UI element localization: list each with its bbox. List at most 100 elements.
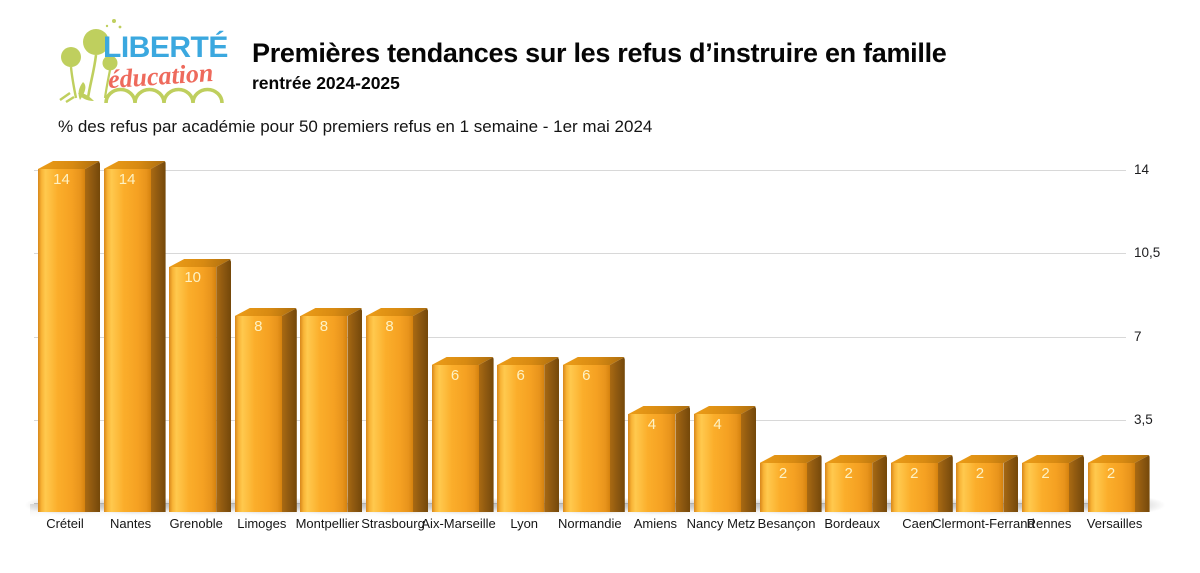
- bar-front-face: [1087, 463, 1135, 512]
- bar-top-face: [694, 406, 756, 414]
- bar-top-face: [1022, 455, 1084, 463]
- gridline: [34, 170, 1126, 171]
- bar-front-face: [234, 316, 282, 512]
- bar-top-face: [628, 406, 691, 414]
- bar-side-face: [741, 406, 756, 512]
- bar-top-face: [38, 161, 100, 169]
- x-axis-label: Clermont-Ferrand: [932, 516, 1035, 531]
- page-subtitle: rentrée 2024-2025: [252, 73, 400, 94]
- bar-front-face: [956, 463, 1004, 512]
- bar-front-face: [38, 169, 85, 512]
- bar-side-face: [281, 308, 297, 512]
- y-axis-label: 14: [1134, 162, 1150, 177]
- gridline: [34, 336, 1126, 338]
- x-axis-label: Créteil: [46, 516, 84, 531]
- x-axis-label: Bordeaux: [824, 516, 881, 531]
- bar: 14: [38, 161, 100, 512]
- bar-top-face: [562, 357, 625, 365]
- bar-value-label: 14: [118, 171, 136, 188]
- scallop-arches-icon: [104, 87, 224, 104]
- bar-side-face: [150, 161, 166, 512]
- bar: 2: [956, 455, 1019, 512]
- bar-side-face: [937, 455, 953, 512]
- bar: 4: [694, 406, 756, 512]
- bar-side-face: [1003, 455, 1019, 512]
- bar-value-label: 14: [53, 171, 70, 188]
- bar-value-label: 6: [450, 367, 460, 384]
- x-axis-label: Versailles: [1086, 516, 1143, 531]
- x-axis-label: Grenoble: [169, 516, 223, 531]
- bar-front-face: [562, 365, 610, 512]
- bar-value-label: 2: [1041, 465, 1050, 482]
- bar-side-face: [1134, 455, 1150, 512]
- bar: 2: [1087, 455, 1150, 512]
- y-axis-label: 10,5: [1134, 245, 1161, 261]
- x-axis-label: Normandie: [558, 516, 622, 531]
- x-axis-label: Nancy Metz: [686, 516, 756, 531]
- bar-value-label: 2: [844, 465, 853, 482]
- dandelion-icon: [59, 19, 122, 104]
- bar-top-face: [366, 308, 428, 316]
- bar-top-face: [825, 455, 888, 463]
- bar-front-face: [366, 316, 413, 512]
- bar-front-face: [1022, 463, 1069, 512]
- bar-value-label: 8: [385, 318, 394, 335]
- bar: 10: [169, 259, 232, 512]
- bar-top-face: [300, 308, 363, 316]
- x-axis-label: Besançon: [757, 516, 816, 531]
- bar-side-face: [806, 455, 822, 512]
- x-axis-label: Nantes: [109, 516, 152, 531]
- bar-front-face: [628, 414, 676, 512]
- liberte-education-logo: LIBERTÉ éducation: [59, 19, 228, 104]
- bar-side-face: [347, 308, 363, 512]
- y-axis-label: 3,5: [1134, 411, 1153, 427]
- bar-value-label: 4: [647, 416, 657, 433]
- logo-word-liberte: LIBERTÉ: [103, 30, 228, 64]
- bar-top-face: [890, 455, 953, 463]
- x-axis-label: Limoges: [237, 516, 287, 531]
- bar-value-label: 2: [778, 465, 788, 482]
- bar-value-label: 8: [254, 318, 263, 335]
- bar-front-face: [759, 463, 807, 512]
- y-axis-label: 7: [1134, 328, 1142, 344]
- bar: 4: [628, 406, 691, 512]
- bar: 2: [825, 455, 888, 512]
- bar-value-label: 4: [713, 416, 722, 433]
- bar-side-face: [413, 308, 428, 512]
- bar-top-face: [431, 357, 494, 365]
- bar-front-face: [103, 169, 151, 512]
- page-title: Premières tendances sur les refus d’inst…: [252, 38, 947, 68]
- bar-top-face: [497, 357, 560, 365]
- bar-side-face: [1069, 455, 1084, 512]
- bar: 6: [562, 357, 625, 512]
- bar-top-face: [759, 455, 822, 463]
- bar: 8: [366, 308, 428, 512]
- x-axis-label: Strasbourg: [361, 516, 425, 531]
- bar-value-label: 8: [319, 318, 329, 335]
- bar-side-face: [85, 161, 100, 512]
- bar-front-face: [890, 463, 938, 512]
- x-axis-label: Lyon: [510, 516, 539, 531]
- bar-value-label: 10: [184, 269, 202, 286]
- x-axis-label: Aix-Marseille: [421, 516, 496, 531]
- bar-top-face: [169, 259, 232, 267]
- bar-side-face: [872, 455, 888, 512]
- chart-caption: % des refus par académie pour 50 premier…: [58, 117, 653, 136]
- x-axis-label: Rennes: [1026, 516, 1072, 531]
- bar-front-face: [300, 316, 348, 512]
- x-axis-label: Montpellier: [295, 516, 360, 531]
- bar: 2: [890, 455, 953, 512]
- bar-top-face: [1087, 455, 1150, 463]
- x-axis-label: Caen: [902, 516, 934, 531]
- bar-side-face: [609, 357, 625, 512]
- bar-side-face: [675, 406, 691, 512]
- bar-value-label: 2: [910, 465, 919, 482]
- gridline: [34, 253, 1126, 255]
- bar-value-label: 6: [582, 367, 591, 384]
- bar-front-face: [694, 414, 741, 512]
- bar-front-face: [497, 365, 545, 512]
- bar-front-face: [431, 365, 479, 512]
- bar-front-face: [825, 463, 873, 512]
- bar: 2: [759, 455, 822, 512]
